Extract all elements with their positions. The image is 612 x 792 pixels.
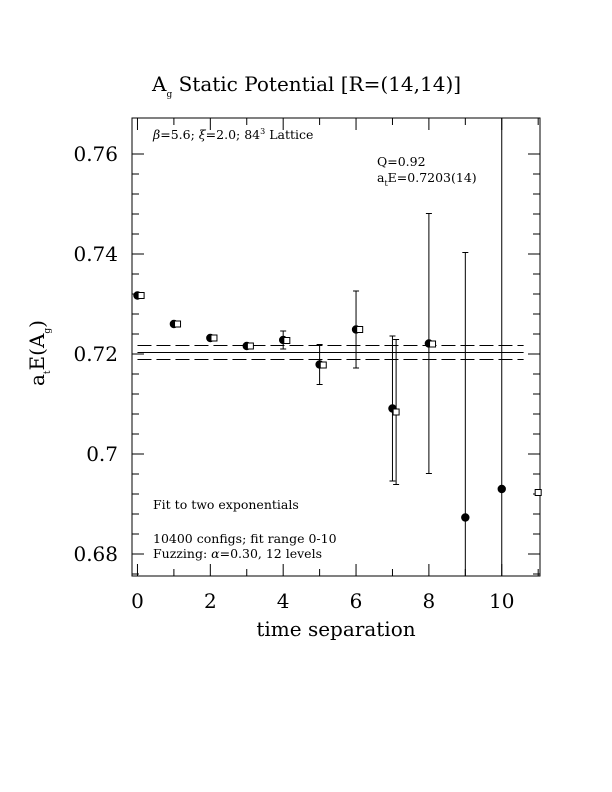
x-tick-label: 4: [277, 589, 290, 613]
y-tick-labels: 0.68 0.7 0.72 0.74 0.76: [73, 142, 118, 566]
open-square-point: [246, 342, 254, 350]
open-square-point: [319, 361, 327, 369]
fit-type-annotation: Fit to two exponentials: [153, 497, 299, 512]
fuzzing-annotation: Fuzzing: α=0.30, 12 levels: [153, 546, 322, 561]
q-annotation: Q=0.92: [377, 154, 426, 169]
y-tick-label: 0.7: [86, 442, 118, 466]
fit-result-annotation: atE=0.7203(14): [377, 170, 477, 188]
open-square-point: [392, 408, 400, 416]
data-points: [133, 118, 542, 576]
x-tick-label: 0: [131, 589, 144, 613]
chart-title: Ag Static Potential [R=(14,14)]: [151, 72, 461, 100]
x-tick-label: 8: [423, 589, 436, 613]
open-square-point: [283, 337, 291, 344]
filled-point: [497, 484, 506, 494]
open-square-point: [356, 326, 364, 333]
configs-annotation: 10400 configs; fit range 0-10: [153, 531, 337, 546]
open-square-point: [429, 340, 437, 348]
y-tick-label: 0.68: [73, 542, 118, 566]
y-axis-title: atE(Ag): [25, 320, 53, 386]
open-square-point: [210, 334, 218, 342]
open-square-point: [137, 292, 145, 299]
open-square-point: [174, 320, 182, 328]
x-tick-labels: 0 2 4 6 8 10: [131, 589, 514, 613]
lattice-annotation: β=5.6; ξ=2.0; 843 Lattice: [152, 127, 313, 142]
open-square-point: [534, 489, 542, 496]
y-tick-label: 0.76: [73, 142, 118, 166]
plot-frame: [131, 117, 541, 577]
x-tick-label: 2: [204, 589, 217, 613]
y-tick-label: 0.72: [73, 342, 118, 366]
filled-point: [461, 513, 470, 522]
x-tick-label: 6: [350, 589, 363, 613]
y-tick-label: 0.74: [73, 242, 118, 266]
x-axis-title: time separation: [256, 617, 415, 641]
x-tick-label: 10: [489, 589, 514, 613]
fit-band: [137, 345, 524, 360]
